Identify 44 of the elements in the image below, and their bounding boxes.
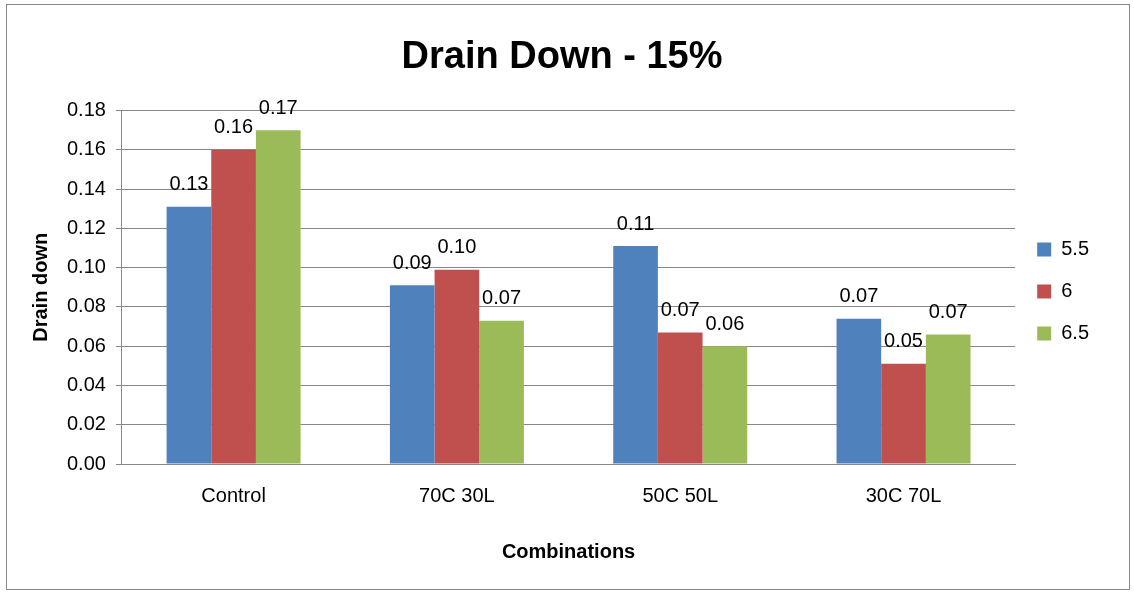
- bar: [255, 130, 301, 464]
- y-tick-label: 0.16: [66, 137, 106, 160]
- data-label: 0.07: [660, 297, 700, 320]
- y-tick-label: 0.04: [66, 372, 106, 395]
- y-tick-label: 0.18: [66, 98, 106, 121]
- bar: [836, 318, 882, 464]
- legend-label: 6: [1061, 279, 1073, 302]
- x-tick-label: 50C 50L: [642, 483, 719, 506]
- x-tick-label: 30C 70L: [865, 483, 942, 506]
- y-tick-label: 0.00: [66, 451, 106, 474]
- data-label: 0.16: [214, 115, 254, 138]
- data-label: 0.11: [616, 211, 655, 234]
- data-label: 0.13: [169, 172, 209, 195]
- legend-label: 6.5: [1061, 321, 1090, 344]
- chart-title: Drain Down - 15%: [401, 34, 723, 77]
- x-tick-label: 70C 30L: [419, 483, 495, 506]
- bar: [925, 334, 971, 464]
- bar: [479, 320, 524, 464]
- x-axis-title: Combinations: [501, 539, 636, 562]
- y-tick-label: 0.06: [66, 333, 106, 356]
- data-label: 0.07: [482, 286, 522, 309]
- data-label: 0.09: [392, 250, 432, 273]
- y-tick-label: 0.08: [66, 294, 106, 317]
- data-label: 0.05: [884, 329, 924, 352]
- y-tick-label: 0.10: [66, 255, 106, 278]
- bar: [657, 332, 703, 464]
- legend-label: 5.5: [1061, 237, 1090, 260]
- bar: [881, 363, 926, 464]
- bar: [211, 149, 256, 464]
- y-tick-label: 0.12: [66, 215, 106, 238]
- data-label: 0.10: [437, 235, 477, 258]
- y-tick-label: 0.14: [66, 176, 106, 199]
- data-label: 0.17: [258, 95, 298, 118]
- data-label: 0.06: [705, 311, 745, 334]
- bar: [434, 269, 480, 464]
- bar: [702, 346, 748, 464]
- data-label: 0.07: [928, 299, 968, 322]
- bar: [389, 285, 435, 464]
- y-axis-title: Drain down: [28, 232, 51, 342]
- bar: [613, 246, 658, 464]
- data-label: 0.07: [839, 284, 879, 307]
- y-tick-label: 0.02: [66, 412, 106, 435]
- x-tick-label: Control: [201, 483, 266, 506]
- bar: [166, 206, 212, 464]
